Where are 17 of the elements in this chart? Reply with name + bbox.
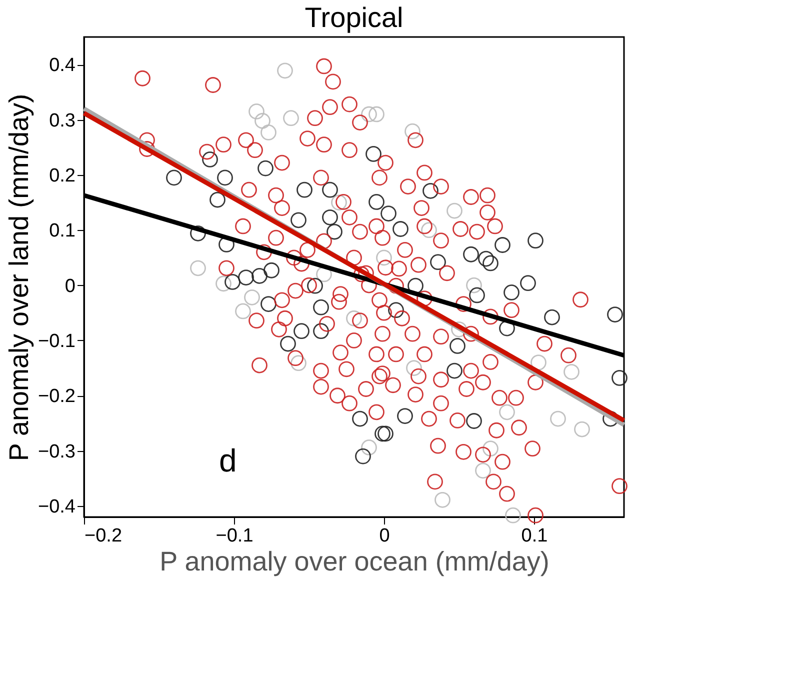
chart-title: Tropical: [304, 2, 404, 33]
y-tick-label: −0.2: [38, 386, 76, 408]
y-axis-title: P anomaly over land (mm/day): [4, 94, 34, 462]
y-tick-label: −0.3: [38, 441, 76, 462]
y-tick-label: 0: [64, 276, 76, 297]
x-tick-label: 0: [379, 526, 390, 546]
x-tick-label: 0.1: [521, 526, 548, 546]
y-tick-label: −0.4: [38, 496, 76, 518]
y-tick-label: 0.2: [49, 165, 76, 186]
x-tick-label: −0.2: [84, 526, 122, 546]
x-axis-title: P anomaly over ocean (mm/day): [160, 546, 550, 576]
annotation: d: [219, 442, 237, 479]
y-tick-label: −0.1: [38, 330, 76, 352]
y-tick-label: 0.4: [49, 55, 76, 76]
y-tick-label: 0.1: [49, 220, 76, 242]
x-tick-label: −0.1: [216, 526, 254, 546]
y-tick-label: 0.3: [49, 110, 76, 132]
